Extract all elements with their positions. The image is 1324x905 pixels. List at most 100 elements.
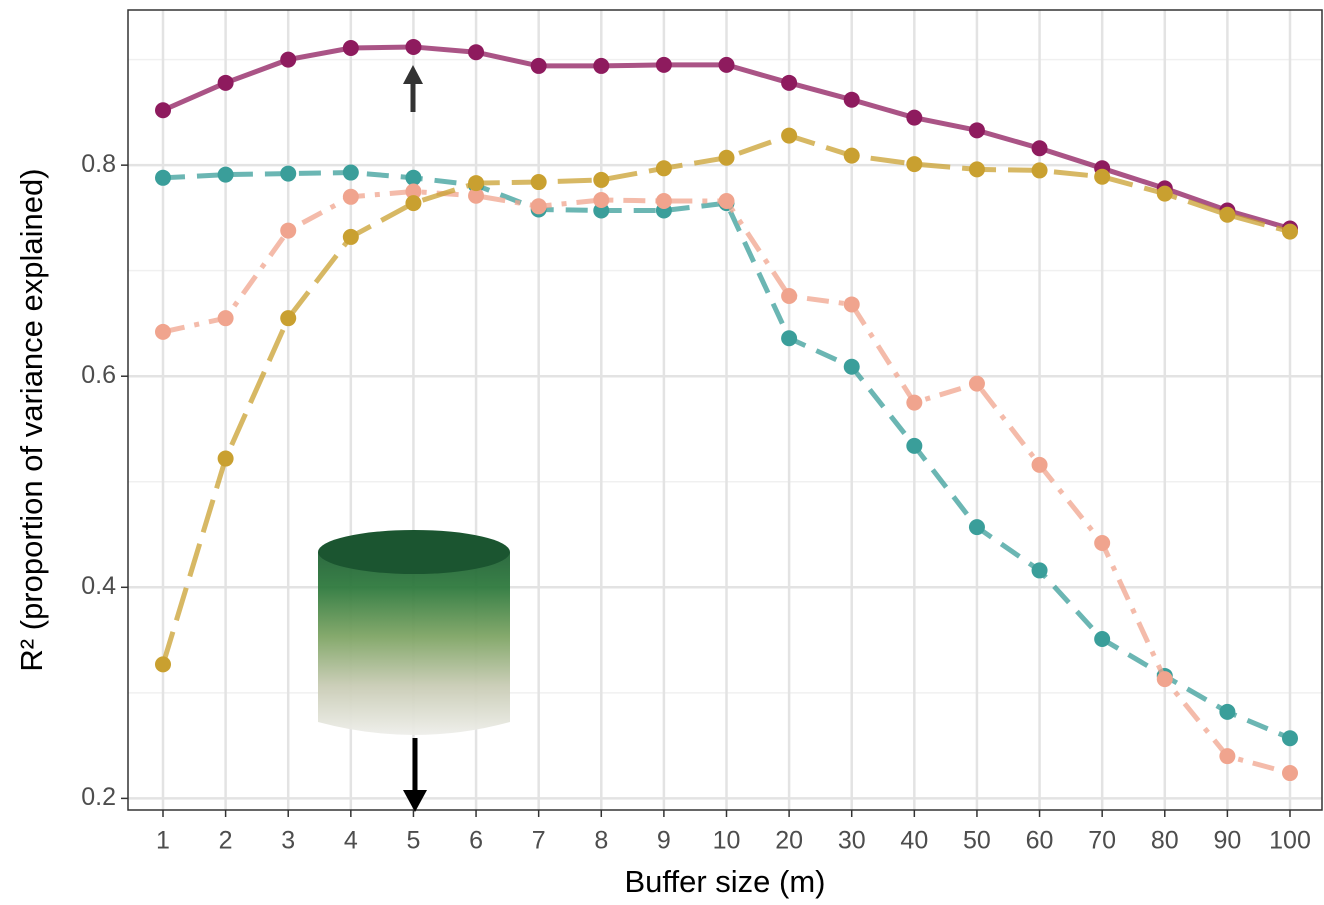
arrow-head xyxy=(403,790,427,812)
y-axis-title: R² (proportion of variance explained) xyxy=(14,168,49,671)
y-tick-label: 0.2 xyxy=(81,783,116,811)
x-tick-label: 7 xyxy=(532,827,546,855)
point xyxy=(1094,534,1111,551)
point xyxy=(280,51,297,68)
point xyxy=(906,437,923,454)
arrow-head xyxy=(403,65,423,84)
x-tick-label: 6 xyxy=(469,827,483,855)
point xyxy=(405,169,422,186)
point xyxy=(280,165,297,182)
point xyxy=(1219,206,1236,223)
tree-canopy xyxy=(318,530,510,574)
point xyxy=(968,519,985,536)
point xyxy=(1094,631,1111,648)
point xyxy=(155,102,171,119)
point xyxy=(1031,140,1048,157)
tree-cylinder xyxy=(318,538,510,735)
point xyxy=(155,169,171,186)
point xyxy=(1094,168,1111,185)
point xyxy=(217,166,234,183)
point xyxy=(217,450,234,467)
x-tick-label: 4 xyxy=(344,827,358,855)
point xyxy=(1031,456,1048,473)
point xyxy=(1282,223,1298,240)
point xyxy=(342,228,359,245)
point xyxy=(843,358,860,375)
point xyxy=(530,198,547,215)
point xyxy=(655,160,672,177)
x-tick-label: 1 xyxy=(156,827,170,855)
point xyxy=(217,74,234,91)
point xyxy=(843,296,860,313)
point xyxy=(906,156,923,173)
x-tick-label: 40 xyxy=(900,827,928,855)
point xyxy=(1219,703,1236,720)
point xyxy=(468,187,485,204)
point xyxy=(280,310,297,327)
point xyxy=(468,44,485,61)
point xyxy=(1156,671,1173,688)
point xyxy=(1282,730,1298,747)
point xyxy=(781,74,798,91)
point xyxy=(718,56,735,73)
point xyxy=(718,193,735,210)
best-arrow xyxy=(403,65,423,112)
point xyxy=(655,56,672,73)
point xyxy=(906,394,923,411)
point xyxy=(405,38,422,55)
point xyxy=(405,183,422,200)
point xyxy=(530,174,547,191)
point xyxy=(280,222,297,239)
point xyxy=(530,57,547,74)
point xyxy=(781,288,798,305)
x-tick-label: 80 xyxy=(1151,827,1179,855)
x-tick-label: 90 xyxy=(1213,827,1241,855)
point xyxy=(1156,185,1173,202)
point xyxy=(342,188,359,205)
x-tick-label: 70 xyxy=(1088,827,1116,855)
y-tick-label: 0.4 xyxy=(81,572,116,600)
x-tick-label: 50 xyxy=(963,827,991,855)
x-tick-label: 100 xyxy=(1269,827,1311,855)
point xyxy=(968,122,985,139)
point xyxy=(155,656,171,673)
point xyxy=(1282,765,1298,782)
y-tick-label: 0.8 xyxy=(81,150,116,178)
point xyxy=(593,171,610,188)
x-tick-label: 30 xyxy=(838,827,866,855)
point xyxy=(155,323,171,340)
y-tick-label: 0.6 xyxy=(81,361,116,389)
point xyxy=(781,330,798,347)
point xyxy=(968,375,985,392)
x-tick-label: 8 xyxy=(594,827,608,855)
point xyxy=(781,127,798,144)
inset-image xyxy=(318,530,510,812)
point xyxy=(718,149,735,166)
point xyxy=(593,191,610,208)
point xyxy=(906,109,923,126)
point xyxy=(405,195,422,212)
point xyxy=(217,310,234,327)
x-axis-title: Buffer size (m) xyxy=(625,864,826,899)
point xyxy=(593,57,610,74)
plot-border xyxy=(127,9,1323,811)
point xyxy=(843,91,860,108)
point xyxy=(968,161,985,178)
point xyxy=(655,193,672,210)
grid xyxy=(128,10,1322,810)
x-tick-label: 3 xyxy=(281,827,295,855)
x-tick-label: 10 xyxy=(713,827,741,855)
point xyxy=(342,164,359,181)
x-tick-label: 5 xyxy=(406,827,420,855)
x-tick-label: 2 xyxy=(219,827,233,855)
series-group xyxy=(155,38,1298,782)
point xyxy=(468,175,485,192)
point xyxy=(342,39,359,56)
point xyxy=(1031,562,1048,579)
x-tick-label: 60 xyxy=(1026,827,1054,855)
x-tick-label: 20 xyxy=(775,827,803,855)
point xyxy=(1219,748,1236,765)
point xyxy=(843,147,860,164)
point xyxy=(1031,162,1048,179)
